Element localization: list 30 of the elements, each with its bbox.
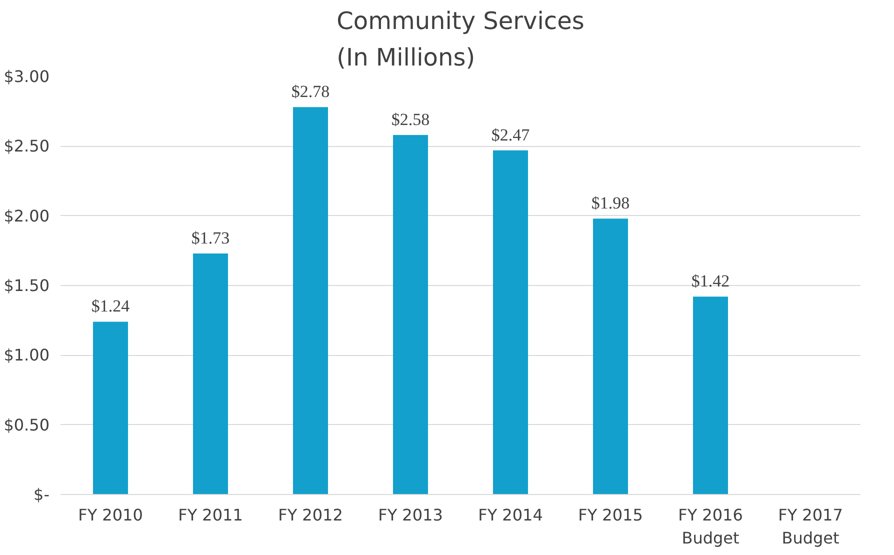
bar bbox=[693, 296, 728, 494]
y-tick-label: $- bbox=[34, 485, 50, 504]
x-tick-label: FY 2016 Budget bbox=[678, 506, 743, 548]
data-label: $1.24 bbox=[91, 296, 130, 316]
data-label: $1.42 bbox=[691, 272, 730, 291]
y-tick-label: $0.50 bbox=[4, 415, 50, 434]
bar bbox=[493, 150, 528, 494]
x-tick-label: FY 2012 bbox=[278, 506, 343, 524]
y-tick-label: $3.00 bbox=[4, 67, 50, 86]
x-tick-label: FY 2015 bbox=[578, 506, 643, 524]
y-tick-label: $2.00 bbox=[4, 206, 50, 226]
y-tick-label: $1.00 bbox=[4, 346, 50, 365]
chart-title: Community Services (In Millions) bbox=[336, 7, 584, 72]
data-label: $1.98 bbox=[591, 194, 630, 213]
y-tick-label: $2.50 bbox=[4, 136, 50, 156]
y-tick-label: $1.50 bbox=[4, 276, 50, 295]
x-tick-label: FY 2014 bbox=[478, 506, 543, 524]
x-tick-label: FY 2013 bbox=[378, 506, 443, 524]
data-label: $2.78 bbox=[291, 82, 330, 102]
bar bbox=[293, 107, 328, 494]
bar bbox=[193, 253, 228, 494]
x-tick-label: FY 2017 Budget bbox=[778, 506, 843, 548]
bar bbox=[593, 218, 628, 494]
data-label: $2.47 bbox=[491, 125, 530, 144]
bar bbox=[393, 135, 428, 494]
x-tick-label: FY 2011 bbox=[178, 506, 243, 524]
x-tick-label: FY 2010 bbox=[78, 506, 143, 524]
data-label: $2.58 bbox=[391, 110, 430, 130]
data-label: $1.73 bbox=[191, 228, 230, 248]
bar bbox=[93, 322, 128, 494]
